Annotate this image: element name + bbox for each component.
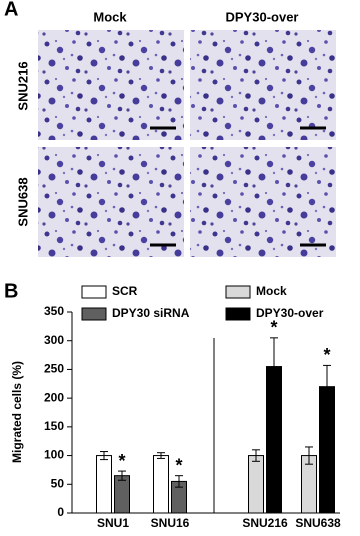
y-tick-label: 250	[44, 362, 64, 376]
legend-label: Mock	[256, 284, 287, 298]
bar	[248, 455, 264, 514]
x-tick-label: SNU1	[97, 516, 129, 530]
significance-marker: *	[175, 455, 182, 475]
bar	[153, 455, 169, 514]
significance-marker: *	[270, 318, 277, 338]
y-tick-label: 100	[44, 448, 64, 462]
legend-swatch	[225, 307, 251, 321]
legend-swatch	[81, 285, 107, 299]
significance-marker: *	[118, 451, 125, 471]
legend-swatch	[225, 285, 251, 299]
legend-label: DPY30-over	[256, 306, 324, 320]
x-tick-label: SNU638	[295, 516, 341, 530]
x-tick-label: SNU216	[242, 516, 288, 530]
row-header: SNU216	[15, 61, 30, 110]
x-tick-label: SNU16	[151, 516, 190, 530]
y-tick-label: 150	[44, 419, 64, 433]
y-axis-label: Migrated cells (%)	[10, 361, 24, 463]
panel-label: A	[4, 0, 18, 20]
legend-swatch	[81, 307, 107, 321]
y-tick-label: 300	[44, 333, 64, 347]
panel-label: B	[4, 280, 18, 302]
y-tick-label: 50	[51, 476, 65, 490]
bar	[114, 475, 130, 514]
y-tick-label: 0	[57, 505, 64, 519]
micrograph	[190, 30, 336, 140]
column-header: Mock	[93, 9, 127, 24]
legend-label: SCR	[112, 284, 138, 298]
micrograph	[190, 147, 336, 257]
y-tick-label: 200	[44, 390, 64, 404]
column-header: DPY30-over	[226, 9, 299, 24]
bar	[96, 455, 112, 514]
micrograph	[38, 147, 184, 257]
row-header: SNU638	[15, 177, 30, 226]
significance-marker: *	[323, 345, 330, 365]
micrograph	[38, 30, 184, 140]
scale-bars	[150, 126, 326, 247]
y-tick-label: 350	[44, 304, 64, 318]
legend-label: DPY30 siRNA	[112, 306, 190, 320]
